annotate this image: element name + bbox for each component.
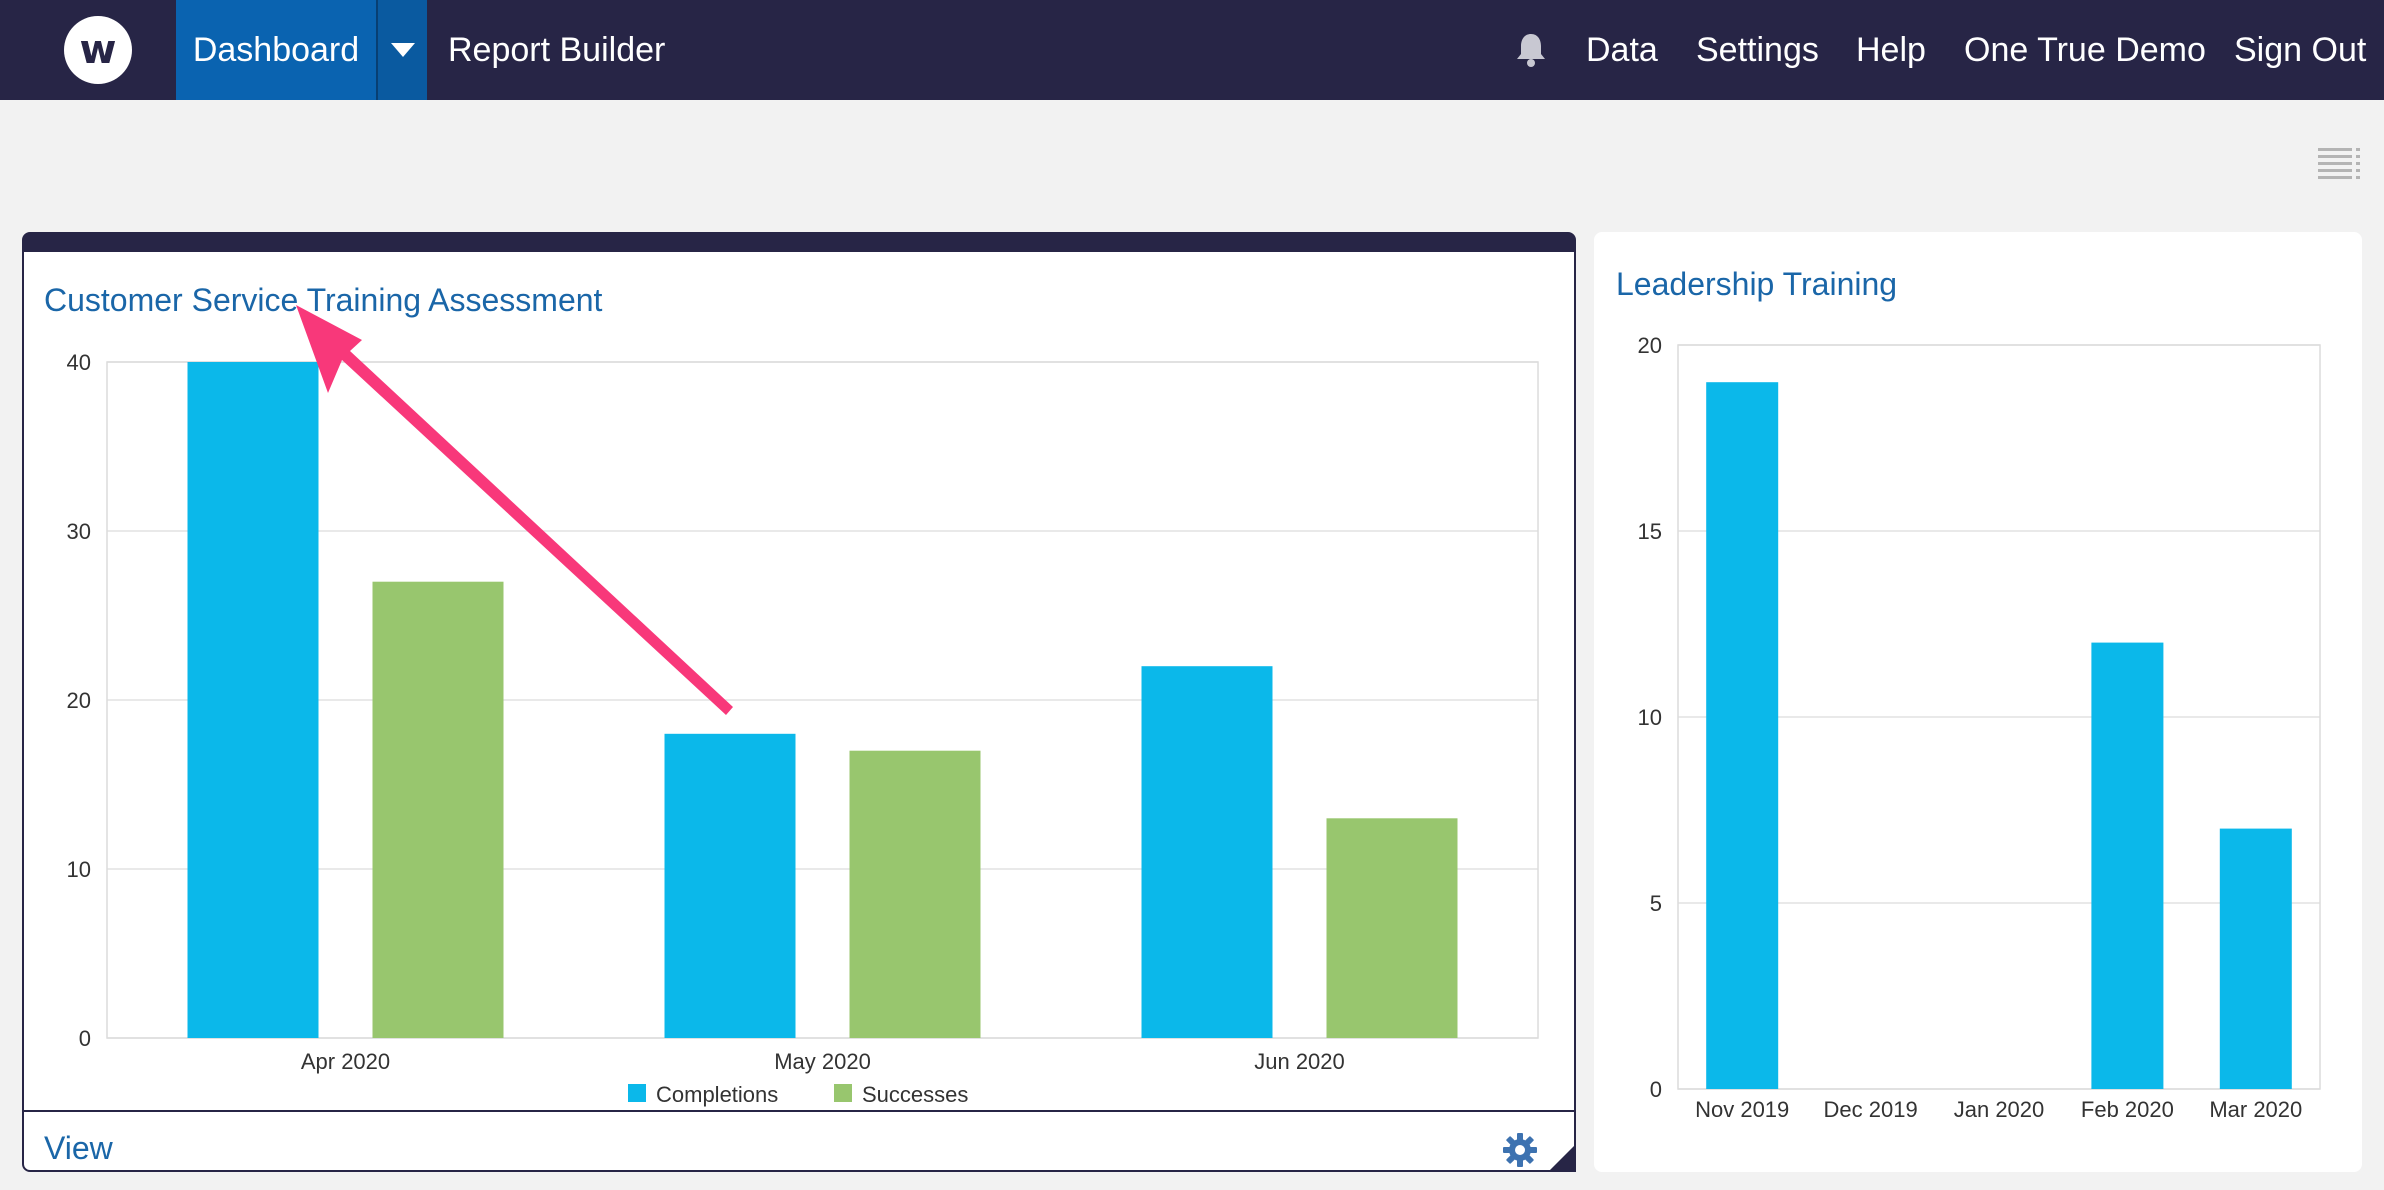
- y-tick-label: 15: [1638, 519, 1662, 544]
- top-navigation-bar: w Dashboard Report Builder Data Settings…: [0, 0, 2384, 100]
- resize-handle[interactable]: [1548, 1144, 1576, 1172]
- gear-icon[interactable]: [1502, 1132, 1538, 1168]
- x-tick-label: Nov 2019: [1695, 1097, 1789, 1122]
- x-tick-label: Jun 2020: [1254, 1049, 1345, 1074]
- y-tick-label: 20: [67, 688, 91, 713]
- x-tick-label: Feb 2020: [2081, 1097, 2174, 1122]
- bar-completions: [187, 362, 319, 1038]
- nav-data[interactable]: Data: [1586, 30, 1658, 69]
- dashboard-dropdown-toggle[interactable]: [376, 0, 427, 100]
- nav-report-builder[interactable]: Report Builder: [448, 30, 666, 69]
- x-tick-label: May 2020: [774, 1049, 871, 1074]
- nav-sign-out[interactable]: Sign Out: [2234, 30, 2367, 69]
- y-tick-label: 0: [79, 1026, 91, 1051]
- y-tick-label: 40: [67, 350, 91, 375]
- x-tick-label: Dec 2019: [1824, 1097, 1918, 1122]
- bar-completions: [1141, 666, 1273, 1038]
- legend-swatch: [834, 1084, 852, 1102]
- bar-completions: [664, 733, 796, 1038]
- y-tick-label: 30: [67, 519, 91, 544]
- nav-account[interactable]: One True Demo: [1964, 30, 2206, 69]
- x-tick-label: Jan 2020: [1954, 1097, 2045, 1122]
- view-link[interactable]: View: [44, 1130, 113, 1166]
- bar: [2091, 642, 2164, 1089]
- widget-leadership-training: Leadership Training 0 5 10 15 20 Nov 2019 Dec …: [1594, 232, 2362, 1172]
- y-tick-label: 10: [1638, 705, 1662, 730]
- leadership-chart: 0 5 10 15 20 Nov 2019 Dec 2019 Jan 2020 Feb 2020…: [1638, 333, 2321, 1122]
- y-tick-label: 10: [67, 857, 91, 882]
- customer-service-chart: 0 10 20 30 40 Apr 2020 May 2020 Jun 2020 Complet…: [67, 350, 1539, 1107]
- nav-dashboard[interactable]: Dashboard: [176, 0, 376, 100]
- legend-swatch: [628, 1084, 646, 1102]
- legend-label: Successes: [862, 1082, 968, 1107]
- logo[interactable]: w: [64, 16, 132, 84]
- x-tick-label: Mar 2020: [2209, 1097, 2302, 1122]
- bar-successes: [372, 581, 504, 1038]
- bell-icon[interactable]: [1514, 32, 1548, 68]
- x-tick-label: Apr 2020: [301, 1049, 390, 1074]
- list-view-icon[interactable]: [2318, 146, 2362, 186]
- bar-successes: [1326, 818, 1458, 1038]
- plot-area: [106, 361, 1539, 1039]
- y-tick-label: 5: [1650, 891, 1662, 916]
- legend-label: Completions: [656, 1082, 778, 1107]
- widget-title[interactable]: Leadership Training: [1616, 266, 1898, 302]
- widget-footer: View: [24, 1110, 1574, 1170]
- nav-help[interactable]: Help: [1856, 30, 1926, 69]
- widget-customer-service-training: Customer Service Training Assessment 0 10…: [22, 232, 1576, 1172]
- logo-letter: w: [79, 27, 117, 73]
- bar-successes: [849, 750, 981, 1038]
- y-tick-label: 20: [1638, 333, 1662, 358]
- plot-area: [1677, 344, 2321, 1090]
- nav-settings[interactable]: Settings: [1696, 30, 1819, 69]
- chevron-down-icon: [390, 43, 415, 57]
- bar: [1706, 382, 1779, 1089]
- bar: [2219, 828, 2292, 1089]
- y-tick-label: 0: [1650, 1077, 1662, 1102]
